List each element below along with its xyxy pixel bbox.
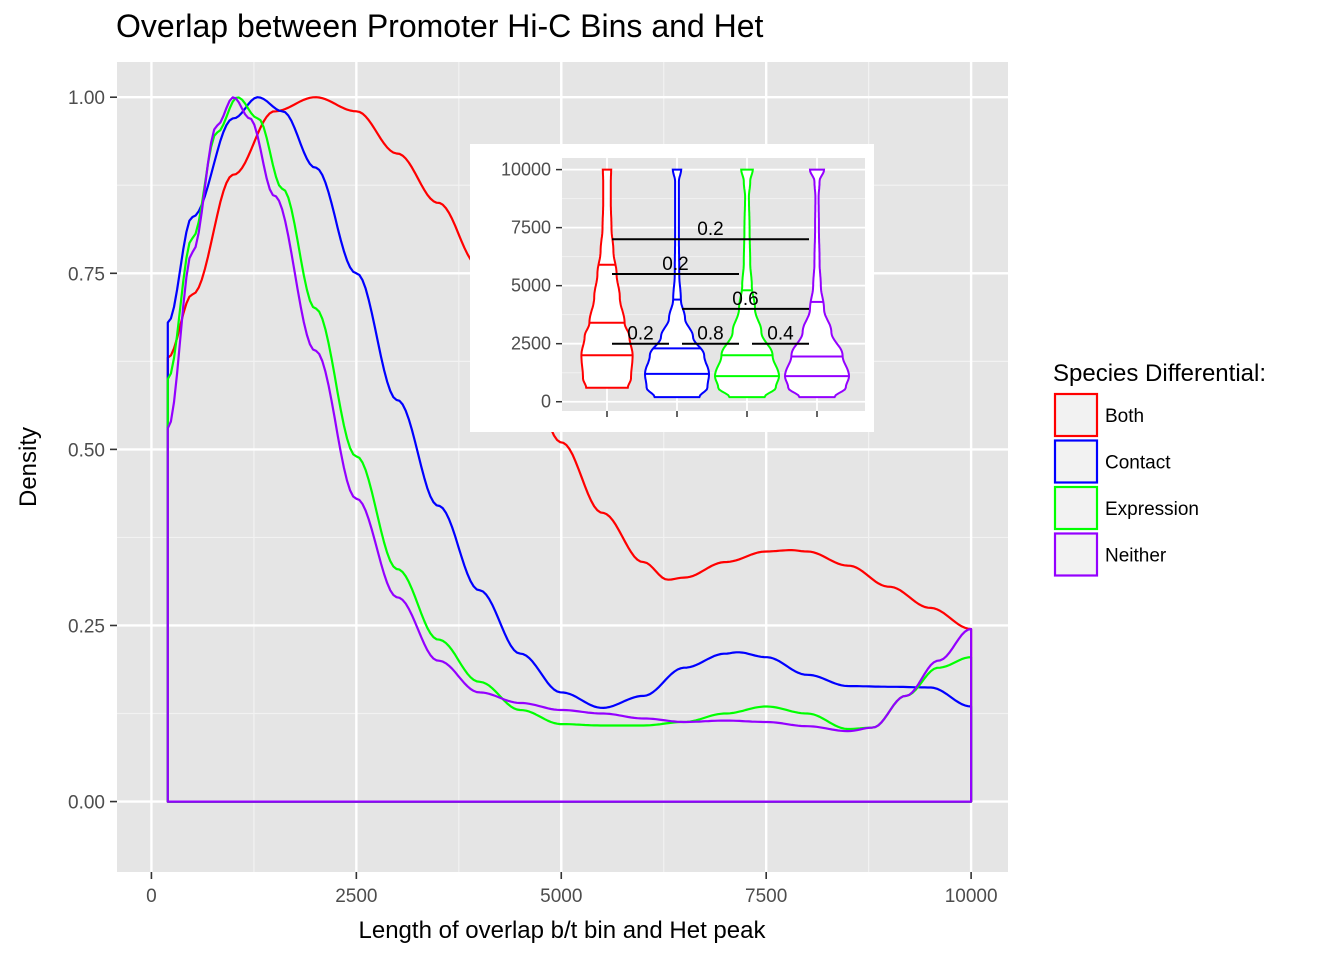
y-axis-title: Density	[15, 427, 42, 507]
density-curves	[166, 96, 973, 803]
legend-key-neither	[1053, 532, 1099, 577]
legend-label-both: Both	[1105, 406, 1144, 427]
legend-label-neither: Neither	[1105, 546, 1167, 567]
comparison-p-value: 0.4	[767, 324, 794, 345]
x-tick-label: 2500	[335, 886, 377, 907]
inset-y-tick-label: 5000	[511, 276, 551, 296]
density-curve-expression	[166, 96, 973, 803]
density-curve-neither	[166, 96, 973, 803]
violin-expression	[713, 168, 781, 399]
legend-label-expression: Expression	[1105, 499, 1199, 520]
x-tick-label: 5000	[540, 886, 582, 907]
x-tick-label: 10000	[945, 886, 998, 907]
violin-neither	[783, 168, 851, 399]
x-axis: 0 2500 5000 7500 10000	[146, 872, 998, 907]
x-tick-label: 7500	[745, 886, 787, 907]
legend-key-contact	[1053, 439, 1099, 484]
inset-violins	[580, 168, 851, 399]
y-tick-label: 1.00	[68, 88, 105, 109]
comparison-p-value: 0.2	[697, 219, 723, 240]
y-tick-label: 0.75	[68, 264, 105, 285]
violin-contact	[643, 168, 711, 399]
chart-title: Overlap between Promoter Hi-C Bins and H…	[116, 8, 764, 44]
y-tick-label: 0.25	[68, 616, 105, 637]
inset-y-tick-label: 7500	[511, 218, 551, 238]
legend-title: Species Differential:	[1053, 360, 1266, 387]
legend-key-expression	[1053, 485, 1099, 531]
inset-y-tick-label: 10000	[501, 160, 551, 180]
inset-comparisons: 0.2 0.2 0.6 0.2 0.8 0.4	[612, 219, 809, 345]
y-axis: 0.00 0.25 0.50 0.75 1.00	[68, 88, 117, 814]
x-axis-title: Length of overlap b/t bin and Het peak	[359, 917, 767, 944]
density-curve-both	[166, 96, 973, 803]
legend-label-contact: Contact	[1105, 453, 1171, 474]
inset-y-tick-label: 2500	[511, 334, 551, 354]
y-tick-label: 0.00	[68, 793, 105, 814]
comparison-p-value: 0.6	[732, 289, 758, 310]
x-tick-label: 0	[146, 886, 157, 907]
legend-key-both	[1053, 392, 1099, 438]
violin-both	[580, 168, 634, 389]
y-tick-label: 0.50	[68, 440, 105, 461]
density-curve-contact	[166, 96, 973, 803]
legend: Species Differential: Both Contact Express…	[1053, 360, 1266, 577]
comparison-p-value: 0.2	[662, 254, 688, 275]
violin-inset: 0.2 0.2 0.6 0.2 0.8 0.4 0 2500 5000 7500 10000	[470, 144, 874, 432]
inset-y-tick-label: 0	[541, 392, 551, 412]
comparison-p-value: 0.2	[627, 324, 653, 345]
comparison-p-value: 0.8	[697, 324, 723, 345]
inset-axes: 0 2500 5000 7500 10000	[501, 160, 818, 417]
